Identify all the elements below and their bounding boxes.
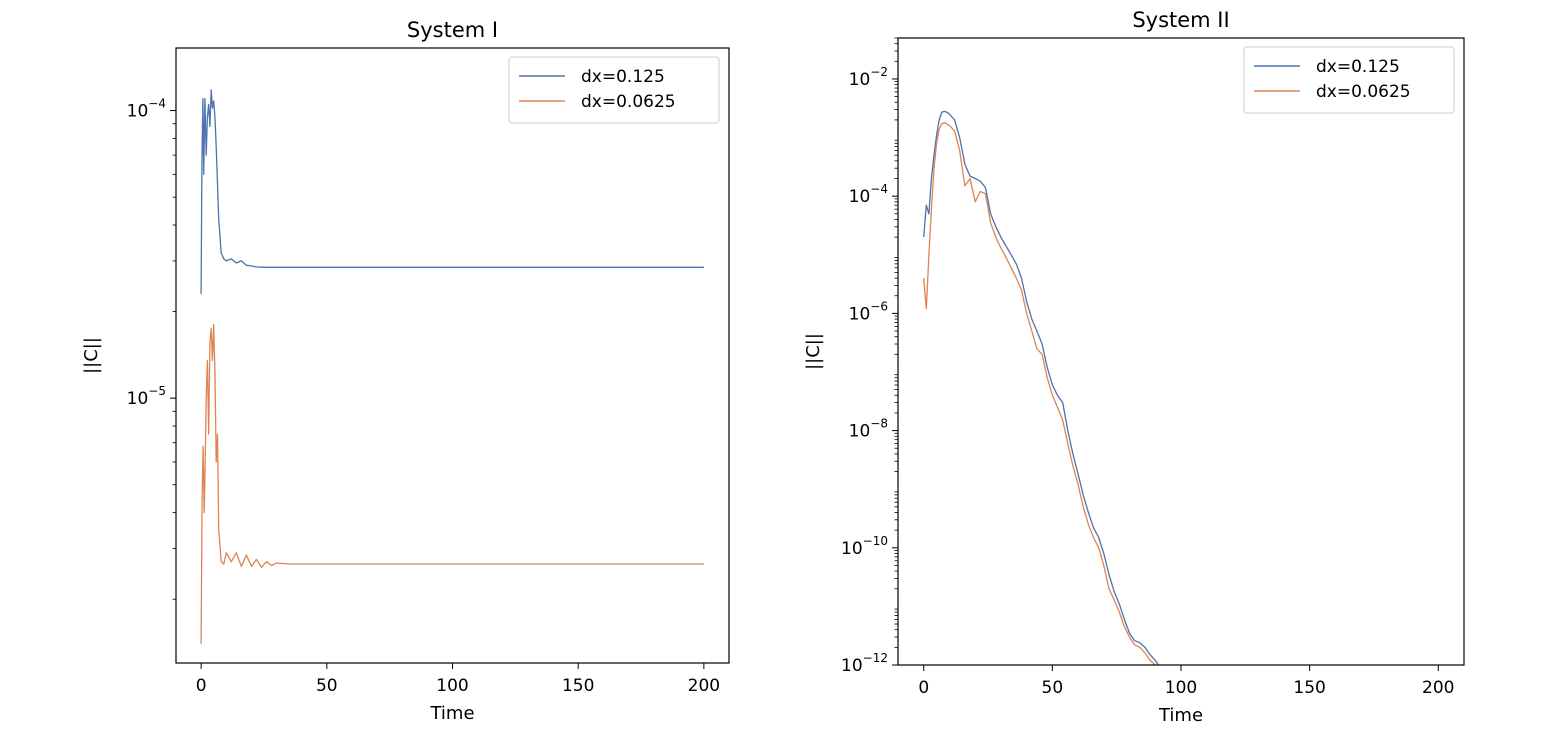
chart-2: 0 50 100 150 20010−210−410−610−810−1010−12Sy… [803, 8, 1465, 726]
y-tick-base: 10 [849, 422, 871, 442]
y-axis-label: ||C|| [81, 337, 102, 374]
x-axis-label: Time [429, 703, 474, 724]
legend: dx=0.125 dx=0.0625 [508, 56, 720, 124]
y-tick-exponent: −5 [148, 384, 166, 398]
y-tick-label: 10−12 [841, 651, 888, 676]
y-tick-exponent: −12 [863, 651, 888, 665]
series-line-1 [923, 110, 1160, 665]
chart-title: System I [407, 18, 498, 42]
y-tick-exponent: −2 [870, 65, 888, 79]
series-line-2 [923, 121, 1156, 665]
y-tick-base: 10 [841, 539, 863, 559]
plot-frame [175, 47, 730, 664]
legend-label-1: dx=0.125 [1316, 57, 1400, 77]
y-tick-base: 10 [127, 102, 149, 122]
legend-box [1243, 46, 1455, 114]
y-tick-label: 10−5 [127, 384, 166, 409]
y-tick-label: 10−4 [127, 97, 166, 122]
x-tick-label: 50 [316, 676, 338, 696]
y-axis-label: ||C|| [803, 333, 824, 370]
x-axis-label: Time [1158, 705, 1203, 726]
y-tick-label: 10−4 [849, 182, 888, 207]
y-tick-exponent: −8 [870, 417, 888, 431]
x-tick-label: 100 [1165, 678, 1197, 698]
y-tick-exponent: −4 [870, 182, 888, 196]
y-tick-exponent: −6 [870, 299, 888, 313]
x-tick-label: 100 [436, 676, 468, 696]
y-tick-label: 10−2 [849, 65, 888, 90]
series-line-2 [200, 324, 704, 644]
y-tick-label: 10−10 [841, 534, 888, 559]
legend-box [508, 56, 720, 124]
y-tick-base: 10 [841, 656, 863, 676]
x-tick-label: 150 [1293, 678, 1325, 698]
y-tick-base: 10 [127, 389, 149, 409]
x-tick-label: 200 [1422, 678, 1454, 698]
y-tick-label: 10−6 [849, 299, 888, 324]
legend: dx=0.125 dx=0.0625 [1243, 46, 1455, 114]
y-tick-exponent: −4 [148, 97, 166, 111]
y-tick-label: 10−8 [849, 417, 888, 442]
y-tick-base: 10 [849, 70, 871, 90]
y-tick-exponent: −10 [863, 534, 888, 548]
legend-label-2: dx=0.0625 [1316, 82, 1411, 102]
y-tick-base: 10 [849, 304, 871, 324]
x-tick-label: 0 [196, 676, 207, 696]
legend-label-1: dx=0.125 [581, 67, 665, 87]
x-tick-label: 150 [562, 676, 594, 696]
series-line-1 [200, 89, 704, 295]
y-tick-base: 10 [849, 187, 871, 207]
plot-frame [897, 37, 1465, 666]
x-tick-label: 0 [918, 678, 929, 698]
chart-title: System II [1132, 8, 1229, 32]
x-tick-label: 50 [1042, 678, 1064, 698]
x-tick-label: 200 [688, 676, 720, 696]
legend-label-2: dx=0.0625 [581, 92, 676, 112]
